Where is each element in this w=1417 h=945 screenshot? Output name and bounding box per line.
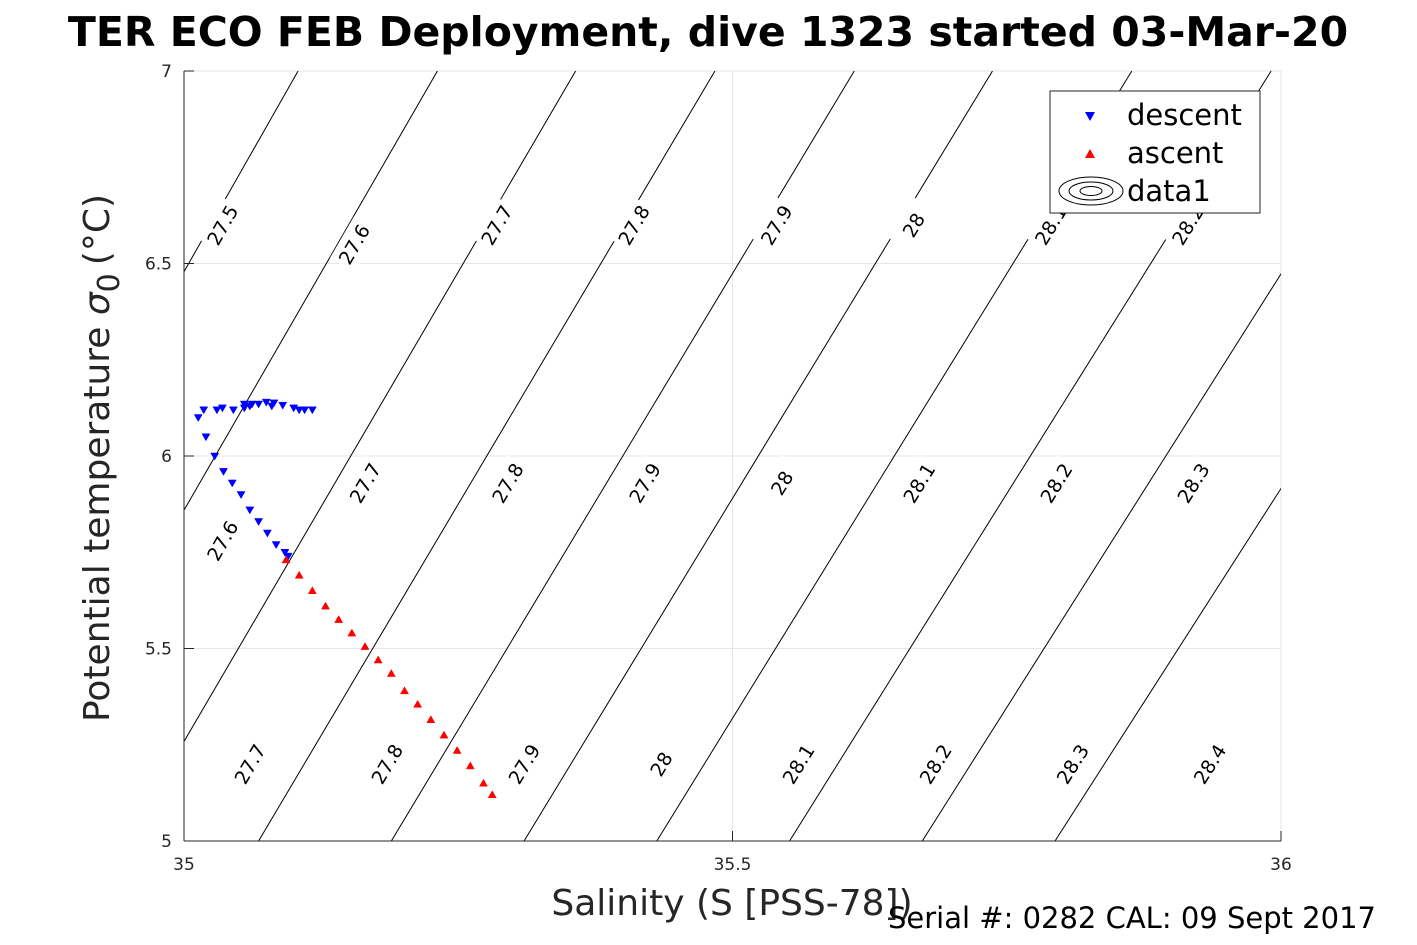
- contour-label-gap: [1031, 455, 1081, 511]
- ascent-point: [465, 761, 475, 770]
- y-tick-label: 7: [161, 62, 172, 82]
- contour-label-gap: [889, 197, 938, 253]
- contour-label-gap: [329, 216, 379, 273]
- ascent-point: [479, 778, 488, 787]
- descent-point: [294, 406, 304, 415]
- y-axis-label-symbol: σ: [77, 291, 118, 315]
- descent-point: [280, 549, 290, 557]
- x-tick-label: 35: [173, 855, 195, 875]
- contour-label-gap: [472, 197, 521, 253]
- ascent-point: [373, 655, 383, 664]
- serial-cal-footer: Serial #: 0282 CAL: 09 Sept 2017: [888, 901, 1376, 935]
- y-tick-label: 6.5: [145, 255, 172, 275]
- legend-descent-marker: [1085, 112, 1095, 121]
- ascent-point: [347, 628, 357, 637]
- descent-point: [201, 433, 211, 442]
- contour-label-gap: [1047, 736, 1098, 792]
- legend-box: [1049, 90, 1261, 214]
- chart-title: TER ECO FEB Deployment, dive 1323 starte…: [68, 8, 1348, 56]
- contour-label-gap: [340, 455, 390, 511]
- descent-point: [239, 404, 249, 413]
- contour-line: [258, 71, 716, 841]
- contour-label-gap: [620, 455, 670, 511]
- descent-point: [254, 518, 264, 526]
- ascent-point: [294, 570, 304, 579]
- ascent-point: [426, 715, 436, 723]
- x-tick-label: 36: [1270, 855, 1292, 875]
- y-tick-label: 5.5: [145, 640, 172, 660]
- descent-point: [269, 399, 279, 408]
- legend-data1-label: data1: [1127, 174, 1211, 208]
- contour-label-gap: [483, 455, 532, 511]
- legend-ascent-marker: [1085, 149, 1095, 158]
- contour-line: [184, 71, 577, 743]
- ascent-point: [400, 686, 409, 695]
- contour-label-gap: [362, 736, 412, 792]
- x-axis-ticks: 35 35.5 36: [173, 831, 1292, 875]
- descent-point: [247, 400, 257, 409]
- descent-point: [262, 529, 272, 538]
- ascent-point: [360, 642, 370, 650]
- y-axis-label-subscript: 0: [92, 273, 127, 292]
- ascent-point: [452, 746, 462, 754]
- contour-label-gap: [910, 736, 961, 792]
- contour-line: [921, 272, 1281, 841]
- descent-point: [307, 406, 317, 415]
- descent-point: [219, 468, 228, 476]
- contour-label-gap: [894, 455, 944, 511]
- descent-point: [300, 406, 310, 415]
- ascent-point: [281, 555, 291, 564]
- descent-point: [271, 541, 281, 550]
- ascent-point: [321, 601, 330, 610]
- legend-descent-label: descent: [1127, 98, 1242, 132]
- contour-label-gap: [1184, 736, 1235, 792]
- y-axis-label-text: Potential temperature: [77, 327, 118, 722]
- contour-label-gap: [499, 736, 549, 792]
- y-tick-label: 6: [161, 447, 172, 467]
- legend-ascent-label: ascent: [1127, 136, 1223, 170]
- descent-point: [193, 414, 203, 423]
- contour-label-gap: [225, 736, 275, 792]
- descent-point: [289, 404, 299, 413]
- contour-label-gap: [198, 197, 247, 253]
- ascent-point: [307, 586, 317, 594]
- descent-point: [236, 491, 246, 500]
- descent-point: [228, 406, 238, 415]
- ascent-point: [413, 699, 423, 708]
- ascent-point: [439, 730, 449, 739]
- ascent-point: [487, 790, 497, 799]
- y-axis-label-unit: (°C): [77, 194, 118, 265]
- descent-point: [278, 401, 288, 410]
- y-axis-label: Potential temperature σ0 (°C): [77, 194, 127, 722]
- descent-point: [254, 400, 264, 409]
- descent-point: [212, 406, 222, 415]
- descent-point: [199, 406, 209, 415]
- contour-label-gap: [636, 736, 686, 792]
- contour-line: [1054, 487, 1281, 841]
- data-points: [193, 398, 497, 799]
- legend-contour-icon: [1058, 176, 1124, 206]
- y-tick-label: 5: [161, 832, 172, 852]
- descent-point: [210, 452, 220, 461]
- descent-point: [227, 479, 237, 488]
- contour-label-gap: [773, 736, 823, 792]
- contour-label-gap: [1168, 455, 1218, 511]
- x-axis-label: Salinity (S [PSS-78]): [551, 883, 912, 924]
- x-tick-label: 35.5: [714, 855, 752, 875]
- contour-label-gap: [198, 512, 247, 569]
- descent-point: [261, 398, 271, 407]
- legend: descent ascent data1: [1049, 90, 1261, 214]
- contour-label-gap: [609, 197, 659, 253]
- y-axis-ticks: 5 5.5 6 6.5 7: [145, 62, 194, 852]
- ascent-point: [386, 669, 396, 677]
- descent-point: [245, 506, 255, 515]
- ascent-point: [334, 615, 344, 623]
- contour-label-gap: [752, 197, 801, 253]
- contour-label-gap: [757, 455, 807, 511]
